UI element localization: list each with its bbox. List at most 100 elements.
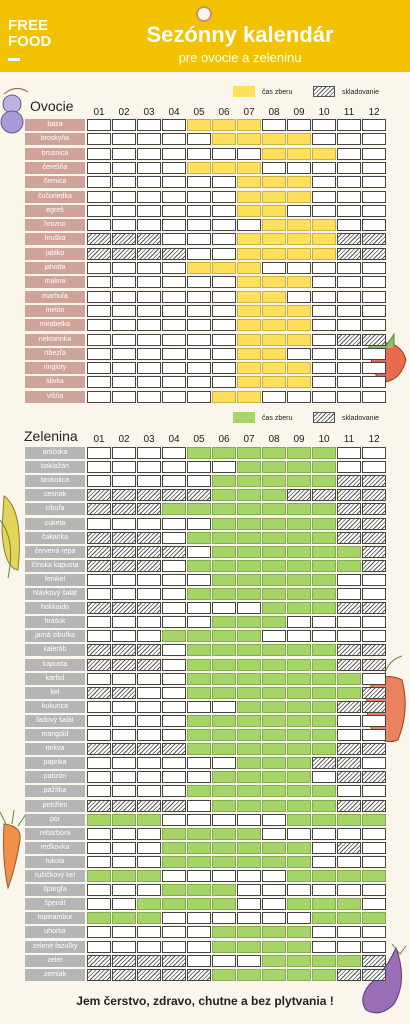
month-cell <box>162 855 186 868</box>
row-label: čínska kapusta <box>25 559 85 572</box>
month-cell <box>187 531 211 544</box>
month-cell <box>162 827 186 840</box>
month-cell <box>337 204 361 217</box>
month-cell <box>262 559 286 572</box>
month-cell <box>262 616 286 629</box>
month-cell <box>162 700 186 713</box>
month-cell <box>287 362 311 375</box>
month-cell <box>137 630 161 643</box>
month-cell <box>137 147 161 160</box>
month-cell <box>87 119 111 131</box>
legend-harvest-label-veg: čas zberu <box>262 415 293 422</box>
legend-harvest-swatch-veg <box>233 412 255 423</box>
month-cell <box>162 489 186 502</box>
month-cell <box>137 686 161 699</box>
month-cell <box>112 588 136 600</box>
row-label: jarná cibuľka <box>25 630 85 643</box>
month-cell <box>112 347 136 360</box>
month-cell <box>187 119 211 131</box>
month-cell <box>112 954 136 967</box>
month-cell <box>287 855 311 868</box>
row-label: ľadový šalát <box>25 714 85 727</box>
logo-text-line1: FREE <box>8 17 49 34</box>
month-cell <box>337 219 361 232</box>
month-cell <box>337 119 361 131</box>
month-cell <box>362 827 386 840</box>
month-cell <box>287 133 311 146</box>
month-cell <box>162 926 186 939</box>
month-cell <box>237 602 261 615</box>
month-header: 04 <box>168 107 180 118</box>
month-cell <box>337 771 361 784</box>
month-cell <box>137 219 161 232</box>
month-cell <box>212 771 236 784</box>
month-cell <box>87 855 111 868</box>
month-cell <box>362 304 386 317</box>
month-cell <box>287 247 311 260</box>
month-cell <box>312 926 336 939</box>
row-label: čerešňa <box>25 161 85 174</box>
month-cell <box>137 319 161 332</box>
month-cell <box>262 333 286 346</box>
month-cell <box>87 503 111 516</box>
month-cell <box>262 133 286 146</box>
month-cell <box>87 531 111 544</box>
month-cell <box>337 630 361 643</box>
month-cell <box>112 855 136 868</box>
month-cell <box>362 347 386 360</box>
month-cell <box>337 813 361 826</box>
month-cell <box>187 898 211 911</box>
month-cell <box>337 461 361 474</box>
month-cell <box>212 219 236 232</box>
month-cell <box>187 247 211 260</box>
month-cell <box>212 447 236 459</box>
month-cell <box>362 161 386 174</box>
month-cell <box>362 658 386 671</box>
month-cell <box>162 898 186 911</box>
month-cell <box>337 147 361 160</box>
month-cell <box>237 841 261 854</box>
row-label: hlávkový šalát <box>25 588 85 600</box>
month-cell <box>212 176 236 189</box>
month-cell <box>287 686 311 699</box>
row-label: egreš <box>25 204 85 217</box>
month-header: 03 <box>143 107 155 118</box>
month-cell <box>337 870 361 882</box>
month-cell <box>287 785 311 798</box>
month-cell <box>187 176 211 189</box>
month-cell <box>287 672 311 685</box>
month-cell <box>87 475 111 488</box>
month-cell <box>212 827 236 840</box>
month-cell <box>212 559 236 572</box>
month-cell <box>362 630 386 643</box>
month-cell <box>237 559 261 572</box>
month-cell <box>287 161 311 174</box>
month-cell <box>362 559 386 572</box>
month-cell <box>362 489 386 502</box>
month-cell <box>312 729 336 741</box>
month-cell <box>337 672 361 685</box>
month-cell <box>337 233 361 246</box>
month-cell <box>287 319 311 332</box>
month-cell <box>187 729 211 741</box>
month-cell <box>237 855 261 868</box>
row-label: kukurica <box>25 700 85 713</box>
month-cell <box>237 362 261 375</box>
month-cell <box>112 119 136 131</box>
month-cell <box>312 870 336 882</box>
month-cell <box>137 912 161 925</box>
month-cell <box>137 870 161 882</box>
month-cell <box>337 133 361 146</box>
month-cell <box>237 954 261 967</box>
month-cell <box>187 743 211 756</box>
row-label: pažítka <box>25 785 85 798</box>
month-cell <box>212 616 236 629</box>
row-label: černica <box>25 176 85 189</box>
month-cell <box>337 333 361 346</box>
month-cell <box>337 489 361 502</box>
row-label: paprika <box>25 757 85 770</box>
month-cell <box>212 912 236 925</box>
month-cell <box>112 743 136 756</box>
month-cell <box>287 729 311 741</box>
